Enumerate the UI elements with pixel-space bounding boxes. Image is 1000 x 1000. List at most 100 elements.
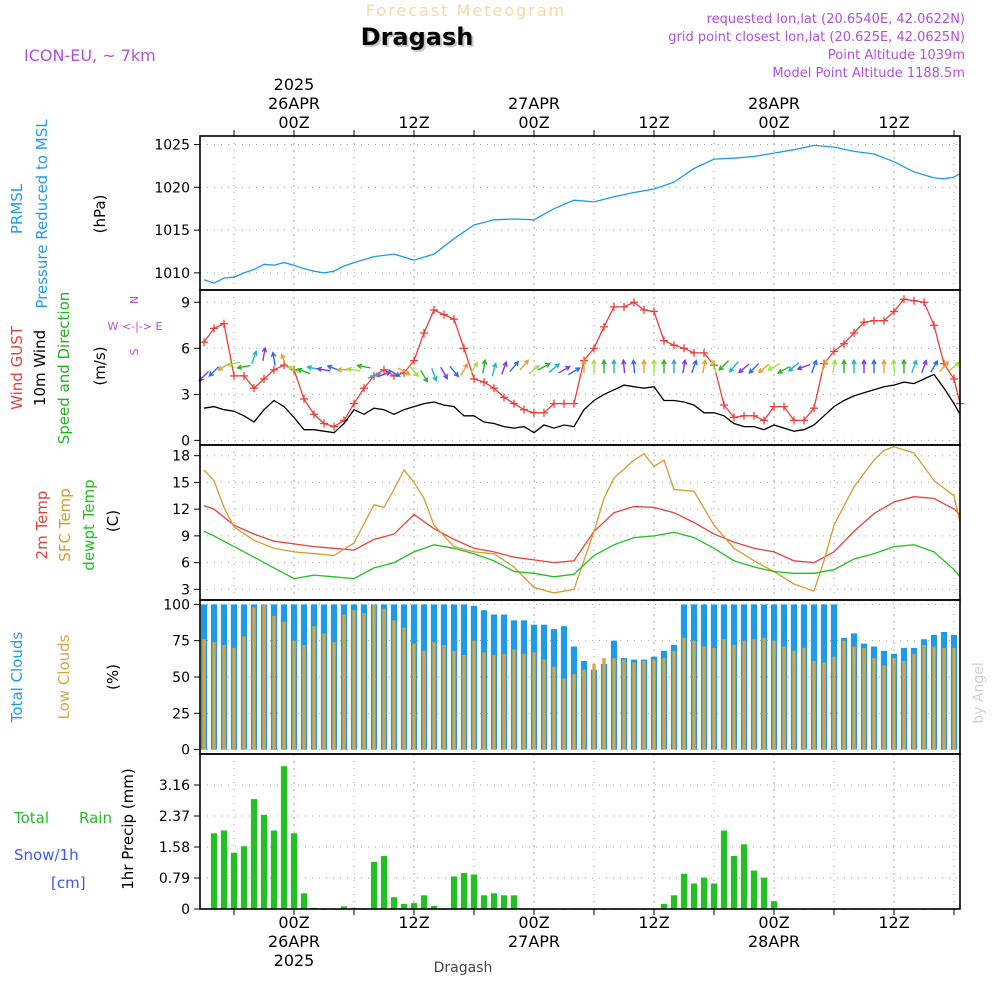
wind-direction-arrow (316, 366, 331, 373)
low-clouds-bar (532, 652, 536, 750)
wind-arrow-head (287, 365, 293, 371)
gust-label: Wind GUST (8, 325, 26, 410)
wind-arrow-head (280, 353, 286, 360)
gust-marker (660, 336, 668, 345)
wind-arrow-head (432, 375, 438, 382)
y-tick-label: 6 (181, 341, 190, 357)
low-clouds-bar (852, 646, 856, 750)
wind-direction-arrow (930, 359, 938, 373)
wind-arrow-head (208, 371, 214, 377)
wind-arrow-head (661, 358, 667, 365)
time-label-bottom: 2025 (274, 951, 315, 970)
wind-arrow-shaft (632, 360, 636, 374)
low-clouds-bar (412, 643, 416, 750)
rain-bar (720, 830, 728, 909)
wind-arrow-shaft (811, 360, 817, 374)
wind-direction-arrow (208, 366, 220, 377)
wind-arrow-head (453, 371, 460, 378)
wind-arrow-head (718, 365, 724, 371)
low-clouds-bar (512, 649, 516, 750)
time-label-top: 12Z (878, 113, 909, 132)
low-clouds-bar (642, 661, 646, 750)
wind-arrow-head (912, 359, 918, 366)
y-tick-label: 15 (172, 475, 190, 491)
footer-location: Dragash (434, 960, 493, 976)
low-clouds-bar (392, 620, 396, 750)
gust-marker (950, 375, 958, 384)
rain-bar (280, 766, 288, 909)
low-clouds-bar (932, 646, 936, 750)
y-tick-label: 1020 (154, 180, 190, 196)
gust-marker (350, 399, 358, 408)
low-clouds-bar (452, 650, 456, 750)
wind-arrow-head (692, 359, 698, 366)
gust-marker (610, 302, 618, 311)
wind-direction-arrow (796, 363, 811, 371)
gust-marker (850, 328, 858, 337)
rain-bar (220, 830, 228, 909)
low-clouds-bar (242, 636, 246, 750)
wind-direction-arrow (661, 358, 667, 374)
wind-arrow-head (236, 364, 243, 370)
wind-arrow-shaft (930, 360, 938, 373)
low-clouds-bar (752, 639, 756, 750)
low-clouds-bar (722, 639, 726, 750)
wind-arrow-shaft (738, 363, 750, 373)
gust-marker (800, 416, 808, 425)
wind-arrow-shaft (251, 351, 257, 364)
wind-arrow-shaft (208, 366, 220, 377)
wind-arrow-head (565, 365, 571, 371)
wind-arrow-shaft (398, 367, 410, 376)
model-point-altitude: Model Point Altitude 1188.5m (772, 66, 965, 81)
low-clouds-bar (692, 640, 696, 750)
gust-marker (230, 371, 238, 380)
wind-arrow-head (630, 358, 637, 365)
rain-bar (750, 870, 758, 909)
rain-bar (400, 903, 408, 909)
wind-direction-arrow (737, 363, 750, 374)
gust-marker (270, 365, 278, 374)
low-clouds-bar (792, 650, 796, 750)
y-tick-label: 100 (163, 597, 190, 613)
rain-bar (670, 895, 678, 909)
low-clouds-bar (862, 647, 866, 750)
time-label-bottom: 00Z (758, 913, 789, 932)
y-tick-label: 1010 (154, 266, 190, 282)
rain-bar (260, 814, 268, 909)
requested-lonlat: requested lon,lat (20.6540E, 42.0622N) (707, 12, 965, 27)
time-label-top: 00Z (278, 113, 309, 132)
low-clouds-bar (902, 661, 906, 750)
y-tick-label: 0 (181, 433, 190, 449)
wind-arrow-shaft (440, 366, 448, 379)
low-clouds-bar (652, 659, 656, 750)
low-clouds-bar (322, 633, 326, 750)
gust-marker (500, 393, 508, 402)
wind-arrow-head (326, 364, 333, 370)
wind-arrow-head (651, 358, 657, 365)
wind-arrow-head (822, 359, 828, 366)
header: Forecast Meteogram Dragash Dragash ICON-… (24, 1, 965, 81)
y-tick-label: 0.79 (159, 871, 190, 887)
rain-bar (300, 893, 308, 909)
gust-marker (410, 356, 418, 365)
low-clouds-bar (592, 663, 596, 750)
rain-bar (430, 905, 438, 909)
rain-bar (490, 893, 498, 909)
low-clouds-label: Low Clouds (55, 634, 73, 719)
wind10m-label: 10m Wind (31, 330, 49, 406)
wind-arrow-shaft (528, 365, 540, 375)
low-clouds-bar (882, 665, 886, 750)
temperature-panel: 3 6 9 12 15 18 (172, 444, 961, 601)
rain-bar (410, 903, 418, 909)
low-clouds-bar (772, 640, 776, 750)
wind-direction-arrow (251, 350, 258, 364)
wind-arrow-head (710, 359, 716, 366)
wind-arrow-head (423, 377, 428, 383)
wind-arrow-shaft (227, 361, 241, 367)
wind-arrow-shaft (237, 364, 251, 369)
precip-panel: 0 0.79 1.58 2.37 3.16 (159, 753, 961, 918)
rain-bar (700, 877, 708, 909)
wind-arrow-head (405, 370, 411, 376)
low-clouds-bar (422, 650, 426, 750)
